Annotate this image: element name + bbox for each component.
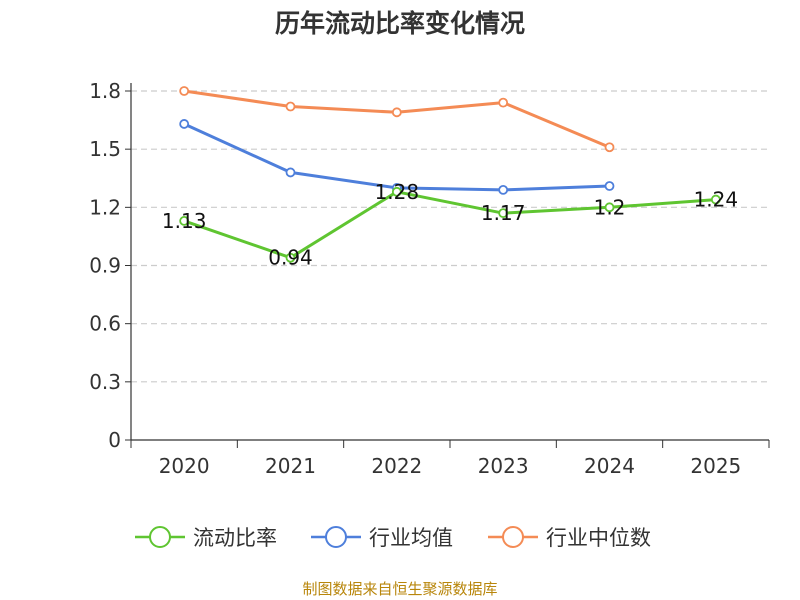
series-point-1-2020 bbox=[179, 119, 190, 129]
series-layer bbox=[179, 86, 721, 263]
data-label-2023: 1.17 bbox=[481, 201, 526, 225]
x-tick-label-2023: 2023 bbox=[478, 454, 529, 478]
series-line-2 bbox=[183, 89, 611, 149]
legend-label-1: 行业均值 bbox=[369, 526, 453, 550]
series-point-0-2022 bbox=[391, 186, 402, 197]
y-tick-label: 1.2 bbox=[89, 195, 121, 219]
series-point-1-2023 bbox=[498, 184, 509, 195]
y-tick-label: 1.8 bbox=[89, 79, 121, 103]
series-point-2-2021 bbox=[285, 101, 296, 112]
data-label-2025: 1.24 bbox=[694, 188, 739, 212]
data-label-2020: 1.13 bbox=[162, 209, 207, 233]
legend-label-2: 行业中位数 bbox=[546, 526, 651, 550]
series-point-0-2025 bbox=[710, 194, 721, 205]
legend-label-0: 流动比率 bbox=[193, 526, 277, 550]
axes: 0 0.3 0.6 0.9 1.2 1.5 1.8 2020 2021 2022 2023 2024 2… bbox=[89, 79, 770, 478]
x-tick-label-2025: 2025 bbox=[690, 454, 741, 478]
series-point-2-2024 bbox=[604, 142, 615, 153]
series-point-2-2023 bbox=[498, 97, 509, 108]
chart-title: 历年流动比率变化情况 bbox=[274, 9, 525, 38]
series-point-0-2021 bbox=[285, 252, 296, 263]
series-point-2-2020 bbox=[179, 86, 190, 96]
series-line-0 bbox=[183, 190, 716, 260]
y-tick-label: 0.6 bbox=[89, 312, 121, 336]
series-point-0-2024 bbox=[604, 202, 615, 213]
x-tick-label-2021: 2021 bbox=[265, 454, 316, 478]
series-point-1-2024 bbox=[604, 181, 615, 191]
x-tick-label-2022: 2022 bbox=[371, 454, 422, 478]
legend-marker-1 bbox=[325, 526, 347, 548]
x-tick-label-2024: 2024 bbox=[584, 454, 635, 478]
y-tick-label: 1.5 bbox=[89, 137, 121, 161]
y-tick-label: 0 bbox=[108, 428, 121, 452]
series-point-2-2022 bbox=[391, 107, 402, 118]
data-label-2022: 1.28 bbox=[375, 180, 420, 204]
legend-marker-0 bbox=[149, 526, 171, 548]
data-label-2024: 1.2 bbox=[594, 195, 626, 219]
y-tick-label: 0.9 bbox=[89, 254, 121, 278]
source-note: 制图数据来自恒生聚源数据库 bbox=[302, 580, 498, 598]
x-tick-label-2020: 2020 bbox=[159, 454, 210, 478]
series-point-1-2021 bbox=[285, 167, 296, 178]
data-label-2021: 0.94 bbox=[268, 246, 313, 270]
series-point-0-2020 bbox=[179, 216, 190, 226]
legend: 流动比率 行业均值 行业中位数 bbox=[135, 526, 651, 550]
series-point-0-2023 bbox=[498, 208, 509, 219]
data-labels: 1.13 0.94 1.28 1.17 1.2 1.24 bbox=[162, 180, 738, 270]
y-tick-label: 0.3 bbox=[89, 370, 121, 394]
legend-marker-2 bbox=[502, 526, 524, 548]
grid-lines bbox=[131, 90, 769, 383]
